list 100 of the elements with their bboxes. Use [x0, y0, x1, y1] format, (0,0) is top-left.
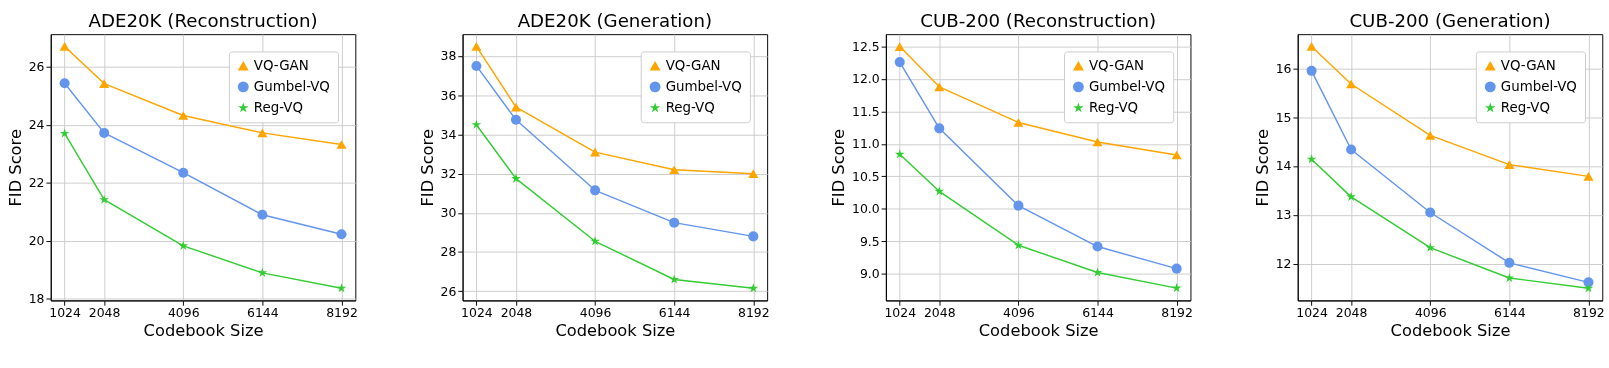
- y-tick-label: 26: [28, 59, 45, 75]
- y-tick-label: 26: [440, 283, 457, 299]
- point: [511, 173, 521, 183]
- point: [1504, 160, 1515, 169]
- legend-label: Gumbel-VQ: [253, 78, 330, 94]
- y-tick-label: 9.5: [859, 233, 880, 249]
- y-tick-label: 16: [1275, 60, 1292, 76]
- y-tick-label: 28: [440, 244, 457, 260]
- point: [99, 79, 110, 88]
- point: [1346, 79, 1357, 89]
- x-axis-title: Codebook Size: [978, 321, 1099, 341]
- point: [257, 209, 268, 220]
- x-axis-title: Codebook Size: [143, 321, 264, 341]
- point: [748, 169, 759, 179]
- point: [1092, 137, 1103, 147]
- point: [1504, 257, 1515, 268]
- x-tick-label: 2048: [1335, 305, 1368, 321]
- y-tick-label: 12: [1275, 256, 1292, 272]
- y-tick-label: 36: [440, 87, 457, 103]
- x-tick-label: 1024: [1296, 305, 1328, 321]
- point: [1425, 130, 1436, 140]
- point: [59, 42, 70, 51]
- x-tick-label: 6144: [1494, 305, 1526, 321]
- y-tick-label: 14: [1275, 158, 1292, 174]
- point: [748, 283, 759, 293]
- legend-label: Reg-VQ: [1088, 99, 1139, 115]
- x-tick-label: 2048: [500, 305, 533, 321]
- x-tick-label: 8192: [737, 305, 770, 321]
- y-tick-label: 13: [1275, 207, 1292, 223]
- point: [1092, 267, 1103, 277]
- x-tick-label: 6144: [1082, 305, 1114, 321]
- y-tick-label: 24: [28, 117, 45, 133]
- point: [934, 82, 945, 92]
- x-tick-label: 2048: [923, 305, 956, 321]
- legend-label: Gumbel-VQ: [1500, 78, 1577, 94]
- point: [1171, 150, 1182, 160]
- legend-label: VQ-GAN: [1088, 57, 1144, 73]
- point: [336, 283, 347, 293]
- point: [59, 78, 70, 89]
- y-axis-title: FID Score: [6, 129, 26, 207]
- point: [471, 119, 482, 129]
- chart-title: CUB-200 (Reconstruction): [920, 9, 1157, 31]
- point: [1425, 207, 1436, 218]
- legend-label: VQ-GAN: [253, 57, 309, 73]
- y-tick-label: 12.0: [851, 71, 880, 87]
- x-tick-label: 4096: [1003, 305, 1035, 321]
- legend-label: VQ-GAN: [665, 57, 721, 73]
- x-tick-label: 6144: [247, 305, 279, 321]
- y-tick-label: 11.5: [851, 103, 880, 119]
- point: [669, 165, 680, 175]
- y-tick-label: 11.0: [851, 136, 880, 152]
- point: [1013, 240, 1024, 250]
- point: [1306, 65, 1317, 76]
- point: [59, 128, 70, 138]
- point: [257, 267, 268, 277]
- chart-title: CUB-200 (Generation): [1349, 9, 1551, 31]
- x-tick-label: 4096: [167, 305, 200, 321]
- chart-title: ADE20K (Generation): [517, 9, 713, 31]
- point: [1583, 283, 1594, 293]
- y-tick-label: 30: [440, 205, 457, 221]
- x-tick-label: 8192: [326, 305, 358, 321]
- point: [1092, 241, 1103, 252]
- legend-label: VQ-GAN: [1500, 57, 1556, 73]
- point: [894, 42, 905, 51]
- y-tick-label: 15: [1275, 109, 1292, 125]
- point: [894, 149, 905, 159]
- legend-label: Gumbel-VQ: [665, 78, 742, 94]
- point: [748, 231, 759, 242]
- y-axis-title: FID Score: [1253, 129, 1273, 207]
- y-tick-label: 22: [28, 175, 45, 191]
- y-tick-label: 10.0: [851, 201, 880, 217]
- point: [1583, 172, 1594, 181]
- y-axis-title: FID Score: [829, 129, 849, 207]
- y-tick-label: 34: [440, 126, 457, 142]
- point: [336, 229, 347, 240]
- x-tick-label: 2048: [88, 305, 121, 321]
- point: [1346, 144, 1357, 155]
- point: [934, 123, 945, 134]
- point: [669, 274, 679, 284]
- y-tick-label: 9.0: [859, 266, 880, 282]
- point: [1171, 263, 1182, 274]
- point: [336, 140, 347, 149]
- point: [471, 60, 482, 71]
- x-axis-title: Codebook Size: [555, 321, 676, 341]
- y-tick-label: 32: [440, 165, 457, 181]
- x-tick-label: 1024: [461, 305, 493, 321]
- point: [590, 185, 601, 196]
- point: [1306, 42, 1317, 51]
- point: [1306, 154, 1317, 164]
- y-tick-label: 12.5: [851, 38, 880, 54]
- point: [510, 114, 521, 125]
- point: [471, 41, 482, 51]
- point: [1013, 200, 1024, 211]
- x-tick-label: 6144: [658, 305, 691, 321]
- x-tick-label: 4096: [1414, 305, 1447, 321]
- chart-title: ADE20K (Reconstruction): [88, 9, 318, 31]
- x-axis-title: Codebook Size: [1390, 321, 1511, 341]
- y-tick-label: 20: [28, 233, 45, 249]
- legend-label: Gumbel-VQ: [1088, 78, 1166, 94]
- point: [178, 111, 189, 120]
